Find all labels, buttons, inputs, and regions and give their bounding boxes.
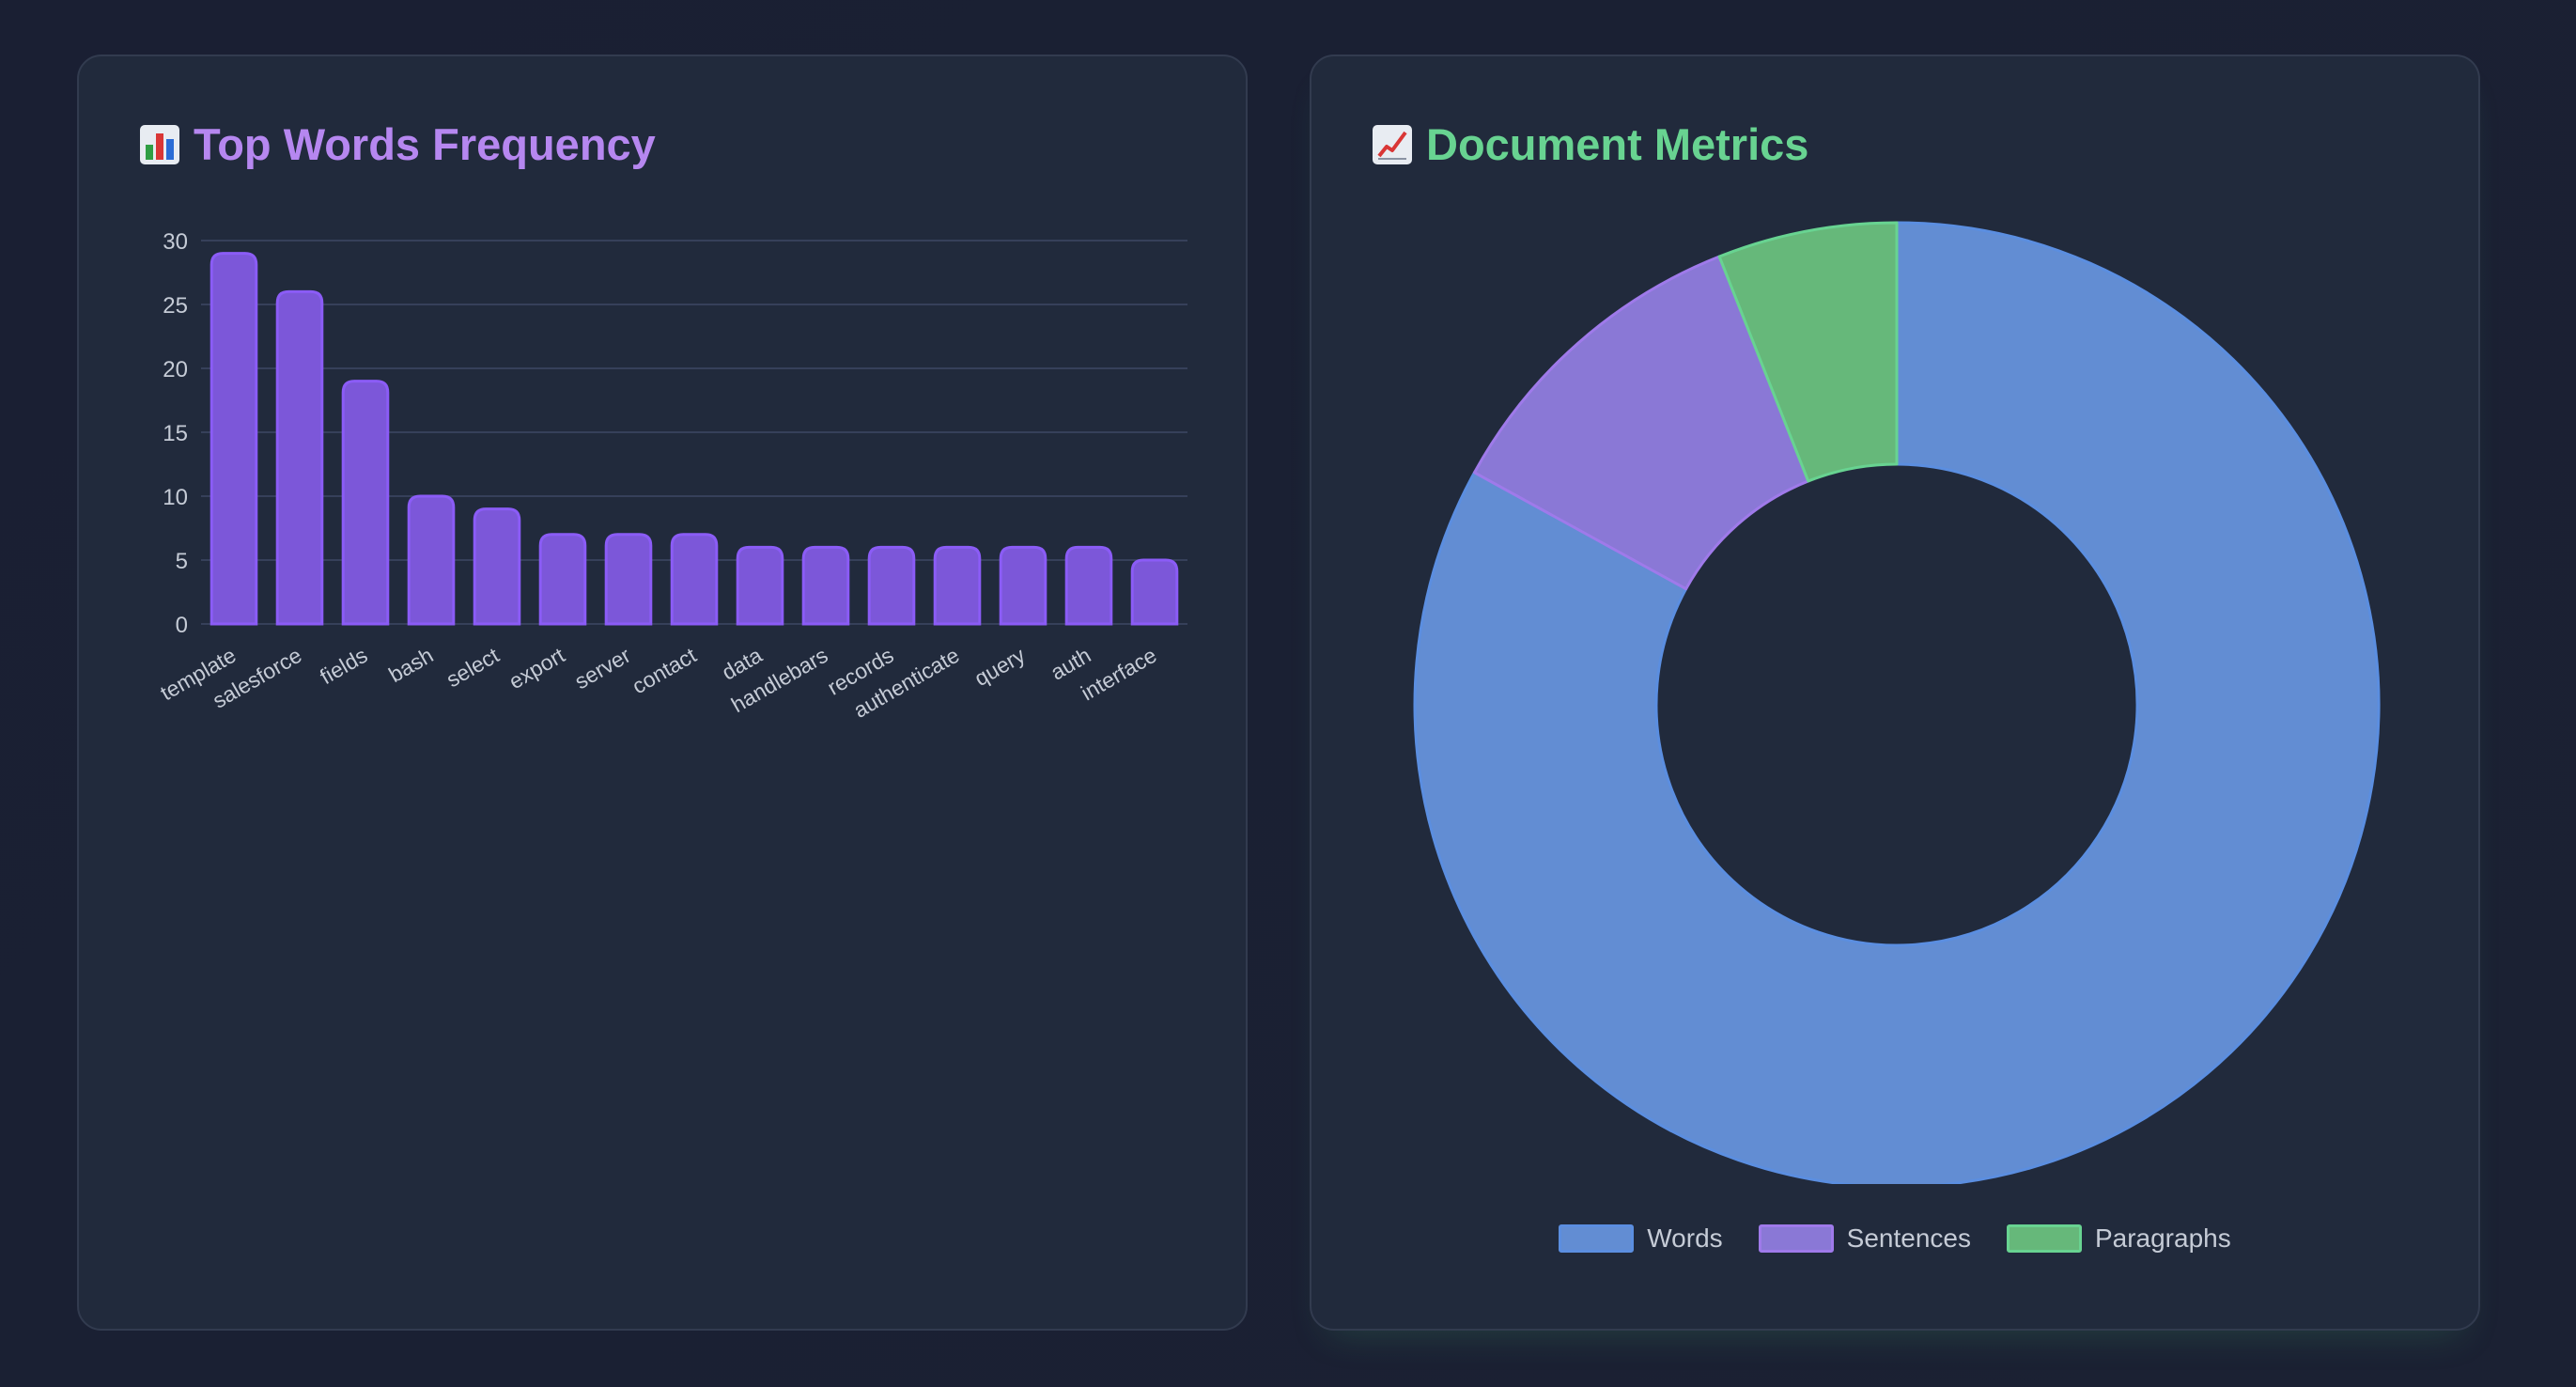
slice-words[interactable] xyxy=(1413,221,2381,1184)
bar-fields[interactable] xyxy=(341,380,390,626)
x-tick-label: server xyxy=(570,643,635,694)
legend-swatch-sentences xyxy=(1758,1224,1834,1253)
legend-label-sentences: Sentences xyxy=(1846,1223,1971,1253)
legend-item-words[interactable]: Words xyxy=(1559,1223,1723,1254)
legend-item-sentences[interactable]: Sentences xyxy=(1758,1223,1971,1254)
bar-server[interactable] xyxy=(604,533,653,626)
chart-increasing-icon xyxy=(1372,124,1413,165)
bar-interface[interactable] xyxy=(1130,558,1179,626)
top-words-title: Top Words Frequency xyxy=(139,118,656,170)
x-tick-label: bash xyxy=(384,643,437,687)
document-metrics-title: Document Metrics xyxy=(1372,118,1808,170)
bar-data[interactable] xyxy=(736,545,784,626)
x-tick-label: select xyxy=(442,643,504,693)
bar-authenticate[interactable] xyxy=(933,545,982,626)
bar-template[interactable] xyxy=(209,252,258,626)
x-tick-label: interface xyxy=(1077,643,1160,706)
slice-paragraphs[interactable] xyxy=(1717,221,1899,483)
top-words-card: Top Words Frequency 0 5 10 15 20 25 30 template… xyxy=(77,55,1248,1331)
bar-salesforce[interactable] xyxy=(275,289,324,626)
bar-records[interactable] xyxy=(867,545,916,626)
bar-chart-icon xyxy=(139,124,180,165)
y-tick-label: 30 xyxy=(163,229,188,255)
x-tick-label: export xyxy=(504,643,569,694)
x-tick-label: contact xyxy=(628,643,701,699)
y-tick-label: 20 xyxy=(163,357,188,382)
bar-query[interactable] xyxy=(999,545,1047,626)
bar-export[interactable] xyxy=(538,533,587,626)
legend-item-paragraphs[interactable]: Paragraphs xyxy=(2006,1223,2231,1254)
document-metrics-card: Document Metrics Words Sentences Paragra… xyxy=(1310,55,2480,1331)
y-tick-label: 15 xyxy=(163,421,188,446)
document-metrics-title-text: Document Metrics xyxy=(1426,119,1809,169)
donut-legend: Words Sentences Paragraphs xyxy=(1311,1223,2478,1254)
document-metrics-donut-chart xyxy=(1413,221,2381,1184)
legend-swatch-words xyxy=(1559,1224,1635,1253)
legend-label-paragraphs: Paragraphs xyxy=(2094,1223,2231,1253)
slice-sentences[interactable] xyxy=(1472,255,1810,591)
bar-handlebars[interactable] xyxy=(801,545,850,626)
x-tick-label: fields xyxy=(316,643,372,689)
legend-label-words: Words xyxy=(1647,1223,1723,1253)
y-tick-label: 5 xyxy=(176,549,188,574)
bar-auth[interactable] xyxy=(1064,545,1113,626)
bar-contact[interactable] xyxy=(670,533,719,626)
x-tick-label: query xyxy=(970,643,1030,692)
y-tick-label: 25 xyxy=(163,293,188,319)
bar-select[interactable] xyxy=(473,507,521,626)
bar-bash[interactable] xyxy=(407,494,456,626)
y-tick-label: 10 xyxy=(163,485,188,510)
legend-swatch-paragraphs xyxy=(2006,1224,2082,1253)
y-tick-label: 0 xyxy=(176,613,188,638)
top-words-title-text: Top Words Frequency xyxy=(194,119,656,169)
